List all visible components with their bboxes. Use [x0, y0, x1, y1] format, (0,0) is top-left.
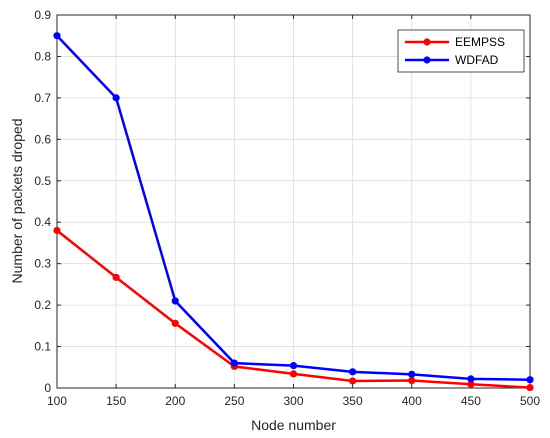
data-point-wdfad: [112, 94, 120, 102]
y-tick-label: 0.8: [34, 49, 51, 63]
x-tick-label: 100: [47, 394, 67, 408]
data-point-wdfad: [408, 370, 416, 378]
data-point-eempss: [526, 383, 534, 392]
y-axis-ticks: 0 0.1 0.2 0.3 0.4 0.5 0.6 0.7 0.8 0.9: [34, 8, 530, 395]
y-tick-label: 0.6: [34, 132, 51, 146]
x-tick-label: 200: [165, 394, 185, 408]
y-axis-label: Number of packets droped: [9, 119, 25, 284]
data-point-wdfad: [171, 297, 179, 305]
data-point-eempss: [349, 377, 357, 385]
data-point-wdfad: [289, 362, 298, 370]
data-point-eempss: [467, 380, 475, 388]
x-tick-label: 500: [520, 394, 540, 408]
legend: EEMPSS WDFAD: [397, 29, 525, 73]
data-point-eempss: [171, 319, 179, 327]
x-tick-label: 250: [224, 394, 244, 408]
data-point-wdfad: [526, 376, 534, 384]
series-wdfad: [53, 32, 534, 384]
grid: [56, 14, 531, 389]
data-point-wdfad: [467, 375, 475, 383]
legend-item-wdfad: WDFAD: [405, 53, 499, 67]
y-tick-label: 0.2: [34, 298, 51, 312]
legend-items: EEMPSS WDFAD: [405, 35, 505, 67]
data-point-wdfad: [349, 368, 357, 376]
data-point-wdfad: [53, 32, 61, 40]
y-tick-label: 0.3: [34, 257, 51, 271]
x-tick-label: 350: [343, 394, 363, 408]
y-tick-label: 0.9: [34, 8, 51, 22]
y-tick-label: 0.1: [34, 340, 51, 354]
series-lines: [53, 32, 534, 392]
x-axis-label: Node number: [251, 417, 336, 433]
x-tick-label: 150: [106, 394, 126, 408]
legend-label-eempss: EEMPSS: [455, 35, 505, 49]
x-axis-ticks: 100 150 200 250 300 350 400 450 500: [47, 15, 540, 408]
data-point-eempss: [112, 273, 120, 281]
x-tick-label: 300: [283, 394, 303, 408]
legend-marker-wdfad: [423, 56, 431, 64]
x-tick-label: 400: [402, 394, 422, 408]
data-point-wdfad: [230, 359, 238, 367]
y-tick-label: 0.5: [34, 174, 51, 188]
legend-marker-eempss: [423, 38, 431, 46]
legend-label-wdfad: WDFAD: [455, 53, 499, 67]
data-point-eempss: [408, 376, 416, 385]
x-tick-label: 450: [461, 394, 481, 408]
y-tick-label: 0.7: [34, 91, 51, 105]
legend-box: [397, 29, 525, 73]
data-point-eempss: [53, 226, 61, 235]
data-point-eempss: [289, 370, 298, 378]
legend-item-eempss: EEMPSS: [405, 35, 505, 49]
y-tick-label: 0.4: [34, 215, 51, 229]
y-tick-label: 0: [44, 381, 51, 395]
